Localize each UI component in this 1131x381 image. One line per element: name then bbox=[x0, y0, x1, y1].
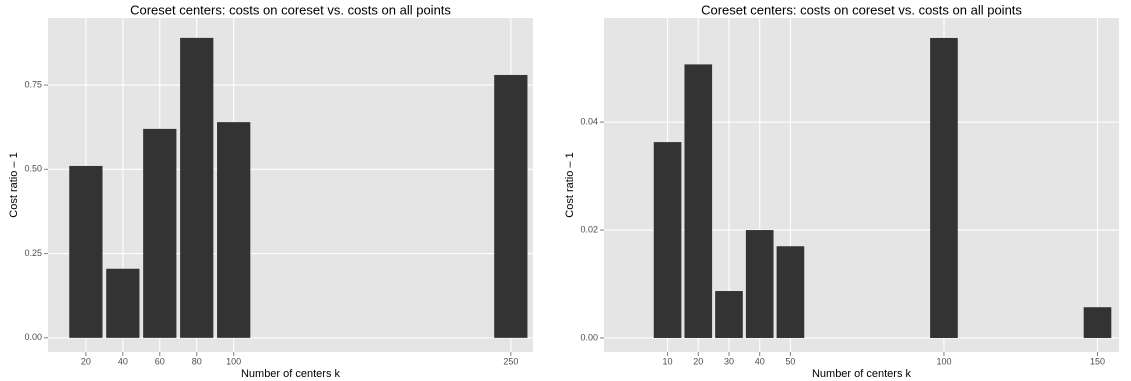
y-axis-label: Cost ratio – 1 bbox=[564, 152, 576, 217]
bar bbox=[1083, 307, 1112, 338]
x-tick-label: 40 bbox=[755, 356, 765, 366]
x-axis-label: Number of centers k bbox=[812, 368, 912, 380]
bar bbox=[776, 246, 805, 338]
y-tick-label: 0.25 bbox=[24, 248, 42, 258]
x-tick-label: 60 bbox=[155, 356, 165, 366]
y-tick-label: 0.50 bbox=[24, 164, 42, 174]
bar bbox=[684, 64, 713, 338]
x-tick-label: 30 bbox=[724, 356, 734, 366]
bar bbox=[930, 37, 958, 338]
x-tick-label: 40 bbox=[118, 356, 128, 366]
bar bbox=[494, 74, 528, 338]
x-tick-label: 20 bbox=[693, 356, 703, 366]
x-tick-label: 150 bbox=[1090, 356, 1105, 366]
y-tick-label: 0.02 bbox=[580, 224, 598, 234]
bar bbox=[69, 165, 103, 338]
x-tick-label: 80 bbox=[192, 356, 202, 366]
chart-title: Coreset centers: costs on coreset vs. co… bbox=[701, 2, 1022, 17]
x-tick-label: 10 bbox=[663, 356, 673, 366]
y-tick-label: 0.00 bbox=[580, 332, 598, 342]
y-tick-label: 0.75 bbox=[24, 79, 42, 89]
bar bbox=[653, 142, 682, 338]
bar bbox=[715, 291, 743, 338]
x-tick-label: 100 bbox=[936, 356, 951, 366]
bar bbox=[143, 128, 177, 338]
bar bbox=[180, 37, 214, 338]
bar bbox=[217, 122, 251, 338]
y-tick-label: 0.04 bbox=[580, 117, 598, 127]
x-tick-label: 250 bbox=[503, 356, 518, 366]
bar bbox=[106, 268, 140, 338]
x-tick-label: 20 bbox=[81, 356, 91, 366]
x-axis-label: Number of centers k bbox=[241, 368, 341, 380]
x-tick-label: 50 bbox=[785, 356, 795, 366]
chart-title: Coreset centers: costs on coreset vs. co… bbox=[130, 2, 451, 17]
y-tick-label: 0.00 bbox=[24, 332, 42, 342]
bar bbox=[745, 230, 774, 338]
y-axis-label: Cost ratio – 1 bbox=[8, 152, 20, 217]
x-tick-label: 100 bbox=[226, 356, 241, 366]
